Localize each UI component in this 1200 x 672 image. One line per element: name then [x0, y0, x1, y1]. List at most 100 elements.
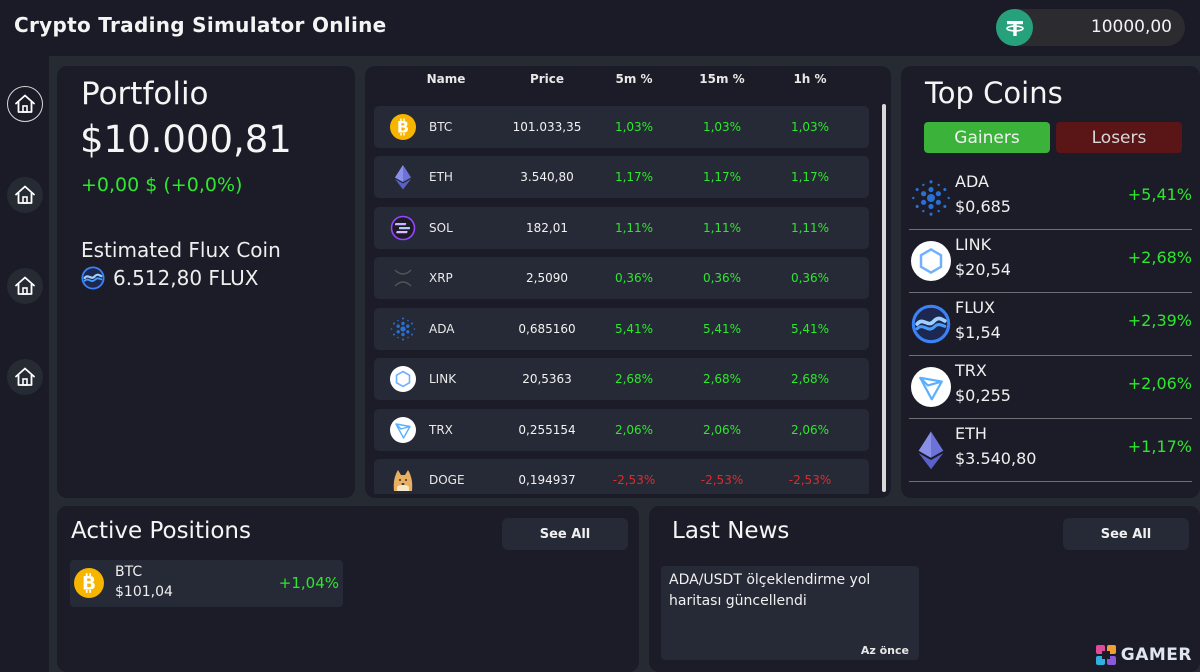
news-see-all-button[interactable]: See All [1063, 518, 1189, 550]
top-coin-item-link[interactable]: LINK $20,54 +2,68% [909, 230, 1192, 293]
sidebar-item-home-2[interactable] [7, 177, 43, 213]
coin-name: XRP [429, 271, 453, 285]
app-title: Crypto Trading Simulator Online [14, 13, 387, 37]
change-5m: 1,11% [614, 221, 654, 235]
change-5m: 2,06% [614, 423, 654, 437]
coin-price: $0,685 [955, 197, 1011, 216]
table-row-sol[interactable]: SOL 182,01 1,11% 1,11% 1,11% [374, 207, 869, 249]
market-scrollbar[interactable] [882, 104, 886, 492]
gamer-logo-icon [1095, 645, 1116, 665]
top-coins-panel: Top Coins Gainers Losers ADA $0,685 +5,4… [901, 66, 1200, 498]
active-positions-title: Active Positions [71, 518, 251, 544]
coin-price: $0,255 [955, 386, 1011, 405]
sidebar [0, 56, 49, 672]
home-icon [13, 274, 37, 298]
change-15m: 1,17% [702, 170, 742, 184]
change-15m: 1,03% [702, 120, 742, 134]
table-row-doge[interactable]: DOGE 0,194937 -2,53% -2,53% -2,53% [374, 459, 869, 494]
table-row-eth[interactable]: ETH 3.540,80 1,17% 1,17% 1,17% [374, 156, 869, 198]
positions-see-all-button[interactable]: See All [502, 518, 628, 550]
col-price[interactable]: Price [529, 72, 565, 86]
change-15m: 2,68% [702, 372, 742, 386]
watermark-text: GAMER [1120, 645, 1192, 665]
change-5m: 2,68% [614, 372, 654, 386]
market-table-panel: Name Price 5m % 15m % 1h % BTC 101.033,3… [365, 66, 891, 498]
market-table-body: BTC 101.033,35 1,03% 1,03% 1,03% ETH 3.5… [374, 106, 879, 494]
bitcoin-icon [74, 568, 104, 598]
table-row-ada[interactable]: ADA 0,685160 5,41% 5,41% 5,41% [374, 308, 869, 350]
portfolio-title: Portfolio [81, 76, 209, 112]
tab-losers[interactable]: Losers [1056, 122, 1182, 153]
coin-price: 182,01 [526, 221, 568, 235]
table-row-link[interactable]: LINK 20,5363 2,68% 2,68% 2,68% [374, 358, 869, 400]
news-card[interactable]: ADA/USDT ölçeklendirme yol haritası günc… [661, 566, 919, 660]
coin-name: ADA [429, 322, 455, 336]
table-row-trx[interactable]: TRX 0,255154 2,06% 2,06% 2,06% [374, 409, 869, 451]
chainlink-icon [911, 241, 951, 281]
position-change: +1,04% [278, 574, 339, 592]
xrp-icon [390, 265, 416, 291]
position-value: $101,04 [115, 584, 173, 600]
change-1h: 5,41% [790, 322, 830, 336]
home-icon [13, 365, 37, 389]
col-name[interactable]: Name [426, 72, 466, 86]
balance-value: 10000,00 [1090, 17, 1172, 37]
active-positions-panel: Active Positions See All BTC $101,04 +1,… [57, 506, 639, 672]
tab-gainers[interactable]: Gainers [924, 122, 1050, 153]
change-5m: 1,03% [614, 120, 654, 134]
coin-name: SOL [429, 221, 453, 235]
change-1h: 1,17% [790, 170, 830, 184]
top-coin-item-flux[interactable]: FLUX $1,54 +2,39% [909, 293, 1192, 356]
sidebar-item-home-3[interactable] [7, 268, 43, 304]
col-5m[interactable]: 5m % [615, 72, 653, 86]
col-1h[interactable]: 1h % [793, 72, 827, 86]
change-5m: 1,17% [614, 170, 654, 184]
change-15m: 5,41% [702, 322, 742, 336]
last-news-title: Last News [672, 518, 790, 544]
coin-change: +5,41% [1127, 185, 1192, 204]
change-15m: 0,36% [702, 271, 742, 285]
coin-price: $3.540,80 [955, 449, 1037, 468]
bitcoin-icon [390, 114, 416, 140]
sidebar-item-home-4[interactable] [7, 359, 43, 395]
change-1h: 1,11% [790, 221, 830, 235]
gamer-watermark: GAMER [1095, 644, 1192, 666]
coin-symbol: TRX [955, 361, 987, 380]
coin-symbol: FLUX [955, 298, 995, 317]
top-coin-item-eth[interactable]: ETH $3.540,80 +1,17% [909, 419, 1192, 482]
coin-price: 0,685160 [518, 322, 576, 336]
top-coin-item-ada[interactable]: ADA $0,685 +5,41% [909, 167, 1192, 230]
coin-name: DOGE [429, 473, 465, 487]
table-row-btc[interactable]: BTC 101.033,35 1,03% 1,03% 1,03% [374, 106, 869, 148]
change-1h: -2,53% [788, 473, 832, 487]
position-card-btc[interactable]: BTC $101,04 +1,04% [70, 560, 343, 607]
tether-icon [996, 9, 1033, 46]
coin-change: +1,17% [1127, 437, 1192, 456]
home-icon [13, 92, 37, 116]
balance-pill[interactable]: 10000,00 [996, 9, 1185, 46]
news-time: Az önce [860, 644, 909, 657]
flux-icon [81, 266, 105, 290]
sidebar-item-home-1[interactable] [7, 86, 43, 122]
coin-price: 20,5363 [522, 372, 572, 386]
coin-symbol: ETH [955, 424, 987, 443]
change-1h: 0,36% [790, 271, 830, 285]
market-table-header: Name Price 5m % 15m % 1h % [365, 72, 875, 92]
change-1h: 1,03% [790, 120, 830, 134]
col-15m[interactable]: 15m % [699, 72, 745, 86]
coin-symbol: LINK [955, 235, 992, 254]
coin-change: +2,39% [1127, 311, 1192, 330]
coin-price: 101.033,35 [512, 120, 582, 134]
table-row-xrp[interactable]: XRP 2,5090 0,36% 0,36% 0,36% [374, 257, 869, 299]
coin-name: TRX [429, 423, 453, 437]
estimated-flux-label: Estimated Flux Coin [81, 238, 281, 262]
cardano-icon [911, 178, 951, 218]
top-bar: Crypto Trading Simulator Online 10000,00 [0, 0, 1200, 56]
home-icon [13, 183, 37, 207]
coin-price: $20,54 [955, 260, 1011, 279]
change-15m: 1,11% [702, 221, 742, 235]
coin-symbol: ADA [955, 172, 989, 191]
coin-price: 3.540,80 [520, 170, 574, 184]
top-coin-item-trx[interactable]: TRX $0,255 +2,06% [909, 356, 1192, 419]
coin-price: $1,54 [955, 323, 1001, 342]
